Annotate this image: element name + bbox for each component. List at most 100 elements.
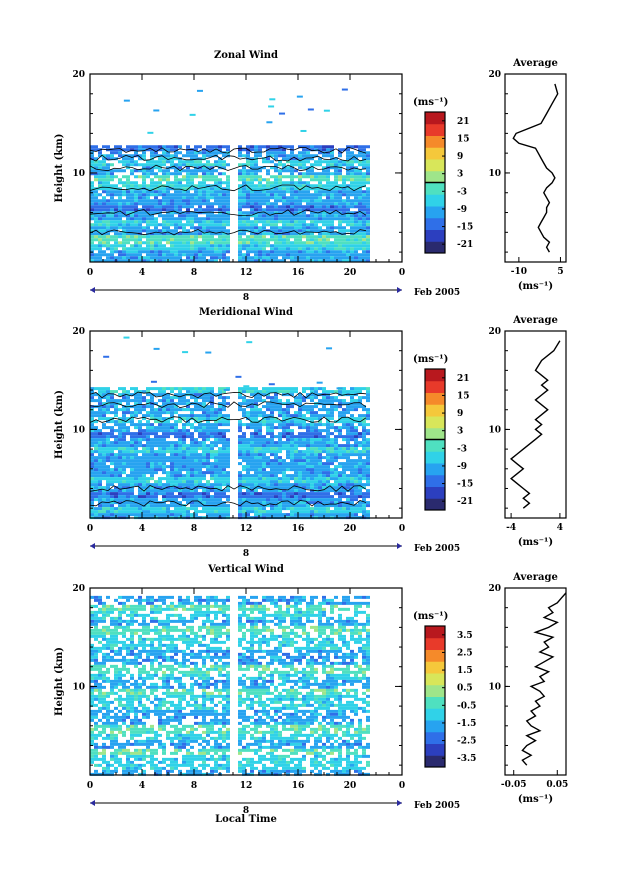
heatmap-cell — [242, 483, 246, 487]
heatmap-cell — [150, 492, 154, 496]
heatmap-cell — [126, 178, 130, 182]
heatmap-cell — [106, 456, 110, 460]
heatmap-cell — [358, 178, 362, 182]
heatmap-cell — [198, 390, 202, 394]
heatmap-cell — [110, 244, 114, 248]
heatmap-cell — [166, 396, 170, 400]
heatmap-cell — [250, 196, 254, 200]
heatmap-cell — [126, 483, 130, 487]
heatmap-cell — [214, 163, 218, 167]
heatmap-cell — [130, 223, 134, 227]
heatmap-cell — [266, 429, 270, 433]
heatmap-cell — [146, 187, 150, 191]
heatmap-cell — [294, 175, 298, 179]
heatmap-cell — [262, 220, 266, 224]
heatmap-cell — [342, 408, 346, 412]
heatmap-cell — [210, 244, 214, 248]
heatmap-cell — [206, 387, 210, 391]
heatmap-cell — [318, 208, 322, 212]
heatmap-cell — [282, 238, 286, 242]
heatmap-cell — [202, 489, 206, 493]
heatmap-cell — [106, 432, 110, 436]
heatmap-cell — [214, 256, 218, 260]
heatmap-cell — [358, 169, 362, 173]
heatmap-cell — [106, 459, 110, 463]
heatmap-cell — [290, 247, 294, 251]
heatmap-cell — [302, 205, 306, 209]
heatmap-cell — [202, 411, 206, 415]
heatmap-cell — [182, 483, 186, 487]
heatmap-cell — [122, 154, 126, 158]
heatmap-cell — [334, 247, 338, 251]
heatmap-cell — [258, 169, 262, 173]
heatmap-cell — [326, 489, 330, 493]
heatmap-cell — [262, 253, 266, 257]
heatmap-cell — [202, 486, 206, 490]
heatmap-cell — [178, 408, 182, 412]
heatmap-cell — [270, 253, 274, 257]
heatmap-cell — [302, 181, 306, 185]
heatmap-cell — [146, 214, 150, 218]
heatmap-cell — [90, 214, 94, 218]
heatmap-cell — [174, 480, 178, 484]
heatmap-cell — [94, 456, 98, 460]
heatmap-cell — [294, 229, 298, 233]
heatmap-cell — [290, 441, 294, 445]
heatmap-cell — [102, 184, 106, 188]
heatmap-cell — [206, 211, 210, 215]
heatmap-cell — [306, 462, 310, 466]
heatmap-cell — [198, 495, 202, 499]
heatmap-cell — [134, 190, 138, 194]
heatmap-cell — [146, 193, 150, 197]
heatmap-cell — [286, 486, 290, 490]
heatmap-cell — [218, 474, 222, 478]
heatmap-cell — [142, 145, 146, 149]
heatmap-cell — [134, 432, 138, 436]
heatmap-cell — [98, 495, 102, 499]
heatmap-cell — [318, 471, 322, 475]
heatmap-cell — [218, 187, 222, 191]
heatmap-cell — [254, 256, 258, 260]
heatmap-cell — [342, 435, 346, 439]
heatmap-cell — [218, 193, 222, 197]
heatmap-cell — [122, 396, 126, 400]
heatmap-cell — [186, 399, 190, 403]
heatmap-cell — [190, 417, 194, 421]
heatmap-cell — [98, 498, 102, 502]
heatmap-cell — [358, 435, 362, 439]
heatmap-cell — [262, 390, 266, 394]
heatmap-cell — [290, 226, 294, 230]
heatmap-cell — [290, 444, 294, 448]
heatmap-cell — [242, 178, 246, 182]
heatmap-cell — [202, 444, 206, 448]
heatmap-cell — [210, 426, 214, 430]
heatmap-cell — [134, 196, 138, 200]
heatmap-cell — [354, 196, 358, 200]
heatmap-cell — [298, 510, 302, 514]
heatmap-cell — [342, 417, 346, 421]
heatmap-cell — [182, 160, 186, 164]
heatmap-cell — [310, 426, 314, 430]
heatmap-cell — [350, 160, 354, 164]
heatmap-cell — [306, 226, 310, 230]
heatmap-cell — [150, 238, 154, 242]
heatmap-cell — [214, 414, 218, 418]
heatmap-cell — [210, 151, 214, 155]
heatmap-cell — [318, 250, 322, 254]
heatmap-cell — [134, 477, 138, 481]
heatmap-cell — [166, 226, 170, 230]
heatmap-cell — [166, 187, 170, 191]
heatmap-cell — [246, 214, 250, 218]
heatmap-cell — [214, 226, 218, 230]
heatmap-cell — [154, 199, 158, 203]
heatmap-cell — [98, 166, 102, 170]
heatmap-cell — [238, 393, 242, 397]
heatmap-cell — [210, 414, 214, 418]
heatmap-cell — [154, 444, 158, 448]
heatmap-cell — [302, 408, 306, 412]
heatmap-cell — [162, 187, 166, 191]
contour-line — [89, 164, 367, 172]
heatmap-cell — [118, 256, 122, 260]
heatmap-cell — [174, 393, 178, 397]
heatmap-cell — [254, 495, 258, 499]
